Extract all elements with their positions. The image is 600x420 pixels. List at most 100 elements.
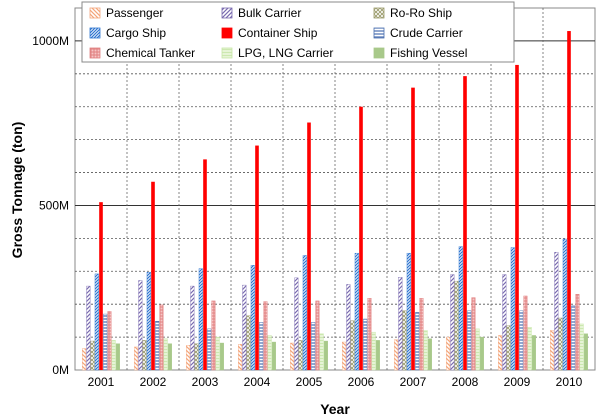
legend-label: Chemical Tanker bbox=[106, 46, 195, 60]
bar bbox=[255, 145, 259, 370]
bar bbox=[238, 344, 243, 371]
bar bbox=[571, 305, 576, 371]
bar bbox=[167, 343, 172, 371]
bar bbox=[467, 310, 472, 371]
legend-label: Container Ship bbox=[238, 26, 318, 40]
bar bbox=[531, 335, 536, 371]
bar bbox=[479, 336, 484, 371]
bar bbox=[406, 252, 411, 371]
x-tick-label: 2007 bbox=[400, 375, 427, 389]
legend-label: Crude Carrier bbox=[390, 26, 463, 40]
bar bbox=[427, 338, 432, 371]
bar bbox=[159, 304, 164, 371]
bar bbox=[371, 331, 376, 371]
bar bbox=[346, 284, 351, 371]
bar bbox=[267, 335, 272, 371]
bar bbox=[111, 340, 116, 371]
bar bbox=[190, 285, 195, 371]
y-tick-label: 1000M bbox=[32, 34, 69, 48]
bar bbox=[186, 345, 191, 371]
bar bbox=[454, 280, 459, 371]
bar bbox=[502, 274, 507, 371]
bar bbox=[250, 265, 255, 371]
bar bbox=[107, 311, 112, 371]
bar bbox=[523, 295, 528, 371]
bar bbox=[207, 328, 212, 371]
bar bbox=[398, 276, 403, 371]
legend-swatch bbox=[221, 27, 233, 39]
legend-label: Passenger bbox=[106, 6, 163, 20]
bar bbox=[198, 268, 203, 371]
bar bbox=[450, 274, 455, 371]
bar bbox=[515, 64, 519, 370]
legend-swatch bbox=[373, 47, 385, 59]
legend-swatch bbox=[89, 27, 101, 39]
legend-swatch bbox=[89, 47, 101, 59]
bar bbox=[219, 342, 224, 371]
bar bbox=[146, 272, 151, 371]
bar bbox=[411, 87, 415, 370]
bar bbox=[259, 322, 264, 371]
bar bbox=[271, 341, 276, 371]
bar bbox=[163, 338, 168, 371]
x-tick-label: 2010 bbox=[556, 375, 583, 389]
bar bbox=[475, 328, 480, 371]
x-axis-ticks: 2001 2002 2003 2004 2005 2006 2007 2008 2009 2010 bbox=[88, 375, 583, 389]
bar bbox=[298, 340, 303, 371]
bar bbox=[319, 333, 324, 371]
bar bbox=[363, 318, 368, 371]
y-axis-title: Gross Tonnage (ton) bbox=[9, 122, 25, 259]
bar bbox=[211, 300, 216, 371]
bar bbox=[142, 340, 147, 371]
x-tick-label: 2009 bbox=[504, 375, 531, 389]
bar bbox=[575, 294, 580, 371]
legend-swatch bbox=[89, 7, 101, 19]
bar bbox=[527, 327, 532, 371]
x-tick-label: 2005 bbox=[296, 375, 323, 389]
legend-label: Bulk Carrier bbox=[238, 6, 301, 20]
bar bbox=[415, 312, 420, 371]
bar bbox=[359, 106, 363, 371]
bar bbox=[134, 346, 139, 371]
x-tick-label: 2006 bbox=[348, 375, 375, 389]
bar bbox=[90, 340, 95, 371]
legend-swatch bbox=[221, 7, 233, 19]
bar bbox=[458, 246, 463, 371]
bar bbox=[558, 317, 563, 371]
bar bbox=[519, 310, 524, 371]
legend-swatch bbox=[373, 27, 385, 39]
bar bbox=[315, 300, 320, 371]
bar bbox=[342, 341, 347, 371]
bar bbox=[394, 339, 399, 371]
bar bbox=[583, 333, 588, 371]
bar bbox=[419, 298, 424, 371]
legend-swatch bbox=[221, 47, 233, 59]
x-tick-label: 2002 bbox=[140, 375, 167, 389]
x-tick-label: 2004 bbox=[244, 375, 271, 389]
bar bbox=[302, 255, 307, 371]
bar bbox=[194, 343, 199, 371]
bar bbox=[311, 322, 316, 371]
legend: Passenger Bulk Carrier Ro-Ro Ship Cargo Shi… bbox=[81, 1, 515, 63]
bar bbox=[554, 251, 559, 371]
bar bbox=[294, 277, 299, 371]
bar bbox=[86, 285, 91, 371]
bar bbox=[103, 313, 108, 371]
legend-label: LPG, LNG Carrier bbox=[238, 46, 333, 60]
y-tick-label: 500M bbox=[39, 198, 69, 212]
bar bbox=[99, 202, 103, 370]
bar bbox=[354, 252, 359, 371]
bar bbox=[307, 122, 311, 370]
y-axis-ticks: 0M 500M 1000M bbox=[32, 34, 69, 377]
bar bbox=[375, 340, 380, 371]
bar bbox=[402, 310, 407, 371]
legend-label: Ro-Ro Ship bbox=[390, 6, 452, 20]
bar bbox=[567, 31, 571, 370]
bars bbox=[82, 31, 588, 371]
bar bbox=[579, 323, 584, 371]
x-tick-label: 2003 bbox=[192, 375, 219, 389]
bar bbox=[115, 343, 120, 371]
bar bbox=[290, 342, 295, 371]
y-tick-label: 0M bbox=[52, 363, 69, 377]
